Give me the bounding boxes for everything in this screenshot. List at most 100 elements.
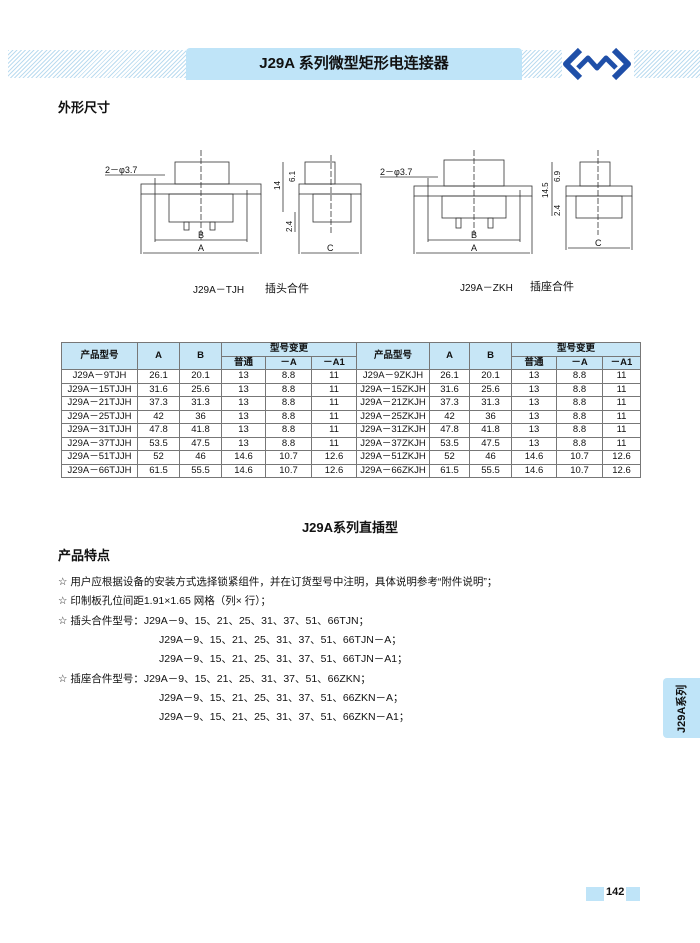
section-title: J29A系列直插型	[301, 520, 399, 535]
table-cell: J29A－51TJJH	[61, 450, 138, 465]
table-cell: J29A－9TJH	[61, 369, 138, 384]
table-cell: 46	[179, 450, 222, 465]
table-cell: 11	[602, 423, 641, 438]
table-cell: J29A－15ZKJH	[356, 382, 430, 397]
table-cell: 11	[602, 396, 641, 411]
table-cell: 8.8	[556, 396, 603, 411]
table-cell: 10.7	[265, 450, 312, 465]
table-cell: 10.7	[556, 463, 603, 478]
socket-name: 插座合件	[530, 281, 574, 293]
table-cell: 47.5	[179, 436, 222, 451]
header-hatch	[522, 50, 562, 78]
side-tab-label: J29A系列	[676, 684, 688, 733]
plug-dim-61: 6.1	[288, 170, 297, 182]
table-cell: 26.1	[429, 369, 470, 384]
table-cell: 11	[311, 409, 357, 424]
table-cell: 8.8	[265, 382, 312, 397]
col-normal: 普通	[221, 355, 266, 370]
table-cell: 14.6	[511, 450, 557, 465]
socket-dim-24: 2.4	[553, 204, 562, 216]
feature-line: J29A－9、15、21、25、31、37、51、66ZKN－A；	[159, 691, 404, 704]
table-cell: 42	[137, 409, 180, 424]
col-a: A	[429, 342, 470, 370]
table-cell: 13	[511, 409, 557, 424]
table-cell: 25.6	[469, 382, 512, 397]
table-cell: 41.8	[469, 423, 512, 438]
table-cell: 10.7	[556, 450, 603, 465]
table-cell: 20.1	[469, 369, 512, 384]
table-cell: 8.8	[556, 382, 603, 397]
table-cell: 13	[221, 396, 266, 411]
table-cell: 47.8	[429, 423, 470, 438]
table-cell: 8.8	[265, 409, 312, 424]
col-minus-a: －A	[265, 355, 312, 370]
table-cell: 12.6	[311, 450, 357, 465]
table-row: J29A－15TJJH 31.6 25.6 13 8.8 11 J29A－15ZKJH 31.…	[61, 382, 641, 397]
table-cell: J29A－31ZKJH	[356, 423, 430, 438]
table-cell: 61.5	[137, 463, 180, 478]
table-cell: 52	[137, 450, 180, 465]
table-cell: 11	[311, 396, 357, 411]
header-hatch	[634, 50, 700, 78]
plug-dim-24: 2.4	[285, 220, 294, 232]
table-cell: 14.6	[221, 450, 266, 465]
table-cell: 37.3	[137, 396, 180, 411]
page-number: 142	[606, 886, 625, 898]
feature-line: J29A－9、15、21、25、31、37、51、66TJN－A；	[159, 633, 402, 646]
table-row: J29A－51TJJH 52 46 14.6 10.7 12.6 J29A－51ZKJH 52…	[61, 450, 641, 465]
table-cell: 8.8	[265, 396, 312, 411]
table-cell: 13	[511, 436, 557, 451]
plug-hole-label: 2－φ3.7	[105, 165, 137, 175]
table-cell: 13	[221, 423, 266, 438]
table-cell: 11	[311, 382, 357, 397]
table-row: J29A－9TJH 26.1 20.1 13 8.8 11 J29A－9ZKJH 26.1 20…	[61, 369, 641, 384]
feature-line: J29A－9、15、21、25、31、37、51、66ZKN－A1；	[159, 711, 410, 724]
table-cell: 55.5	[179, 463, 222, 478]
table-cell: J29A－51ZKJH	[356, 450, 430, 465]
plug-dim-14: 14	[273, 181, 282, 190]
table-cell: 36	[179, 409, 222, 424]
feature-line: J29A－9、15、21、25、31、37、51、66TJN－A1；	[159, 653, 408, 666]
table-cell: J29A－25ZKJH	[356, 409, 430, 424]
table-cell: 12.6	[602, 463, 641, 478]
table-cell: 36	[469, 409, 512, 424]
table-cell: 53.5	[429, 436, 470, 451]
table-cell: 8.8	[265, 369, 312, 384]
plug-label-a: A	[198, 243, 204, 253]
socket-dim-145: 14.5	[541, 182, 550, 198]
table-cell: 11	[602, 382, 641, 397]
col-minus-a1: －A1	[602, 355, 641, 370]
table-cell: 11	[602, 369, 641, 384]
table-cell: 13	[221, 409, 266, 424]
col-minus-a1: －A1	[311, 355, 357, 370]
page-title: J29A 系列微型矩形电连接器	[186, 48, 522, 80]
plug-label-c: C	[327, 243, 334, 253]
table-cell: 31.6	[137, 382, 180, 397]
table-cell: 13	[511, 369, 557, 384]
table-cell: 61.5	[429, 463, 470, 478]
col-variant: 型号变更	[511, 342, 641, 357]
feature-line: ☆ 印制板孔位间距1.91×1.65 网格（列× 行）；	[58, 595, 272, 608]
table-cell: 8.8	[556, 369, 603, 384]
table-cell: J29A－31TJJH	[61, 423, 138, 438]
table-cell: 31.6	[429, 382, 470, 397]
table-cell: 14.6	[221, 463, 266, 478]
features-heading: 产品特点	[58, 548, 111, 563]
table-cell: J29A－37TJJH	[61, 436, 138, 451]
header-hatch	[8, 50, 186, 78]
col-minus-a: －A	[556, 355, 603, 370]
table-cell: 37.3	[429, 396, 470, 411]
table-cell: 13	[511, 382, 557, 397]
table-cell: J29A－15TJJH	[61, 382, 138, 397]
plug-model: J29A－TJH	[193, 285, 245, 296]
col-model: 产品型号	[61, 342, 138, 370]
page-number-bar	[626, 887, 640, 901]
table-cell: 8.8	[556, 423, 603, 438]
socket-model: J29A－ZKH	[460, 283, 513, 294]
table-row: J29A－25TJJH 42 36 13 8.8 11 J29A－25ZKJH 42 36 13 8…	[61, 409, 641, 424]
table-cell: 41.8	[179, 423, 222, 438]
table-cell: 8.8	[265, 423, 312, 438]
socket-hole-label: 2－φ3.7	[380, 167, 412, 177]
table-cell: 31.3	[469, 396, 512, 411]
